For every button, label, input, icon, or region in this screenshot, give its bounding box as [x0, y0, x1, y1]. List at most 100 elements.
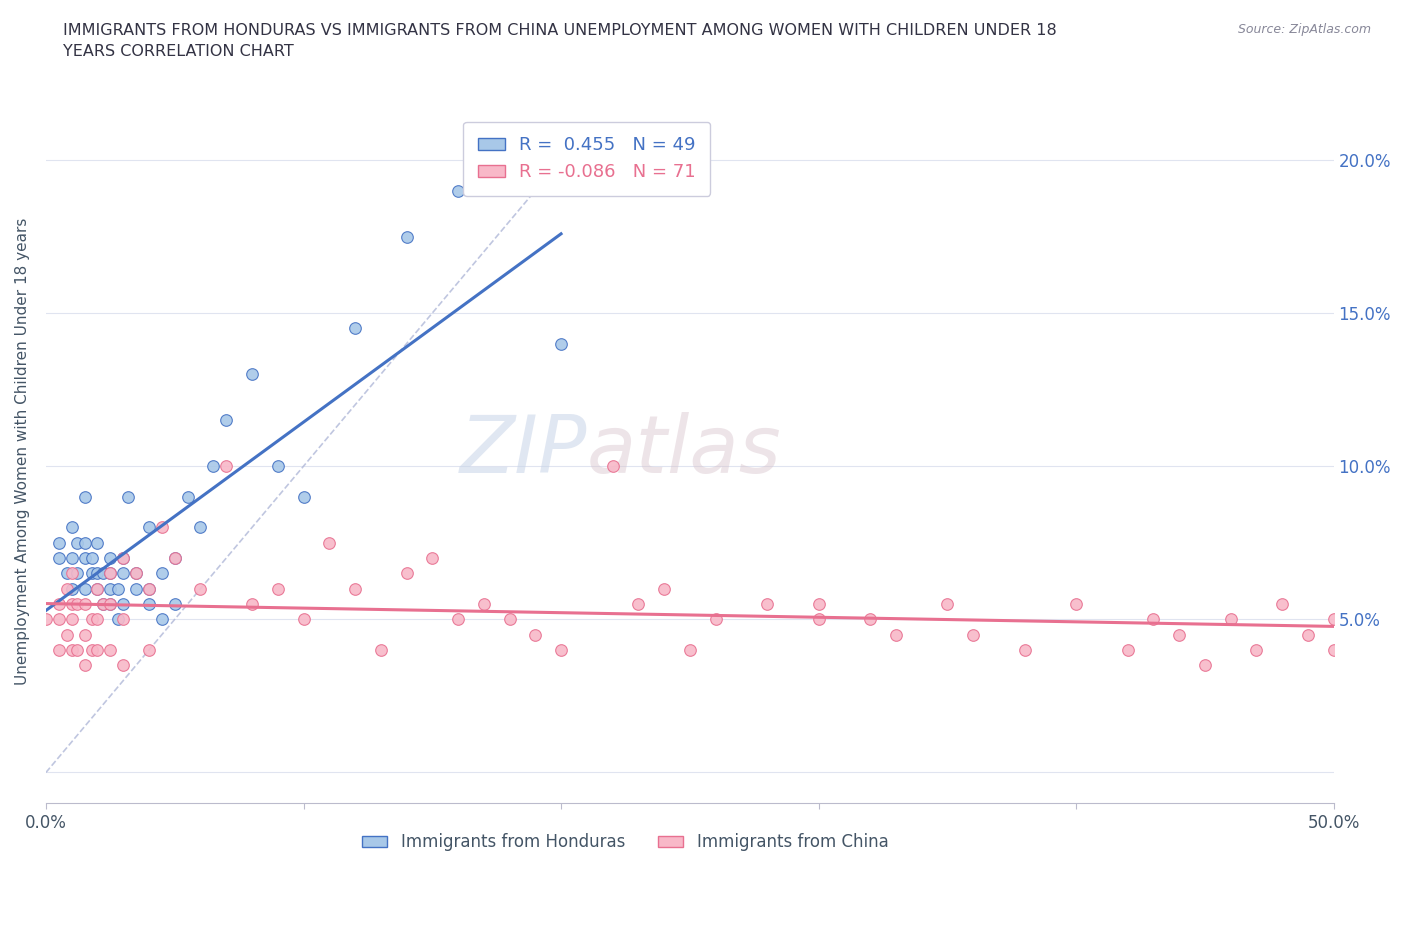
Point	[86, 536, 108, 551]
Point	[55, 581, 77, 596]
Point	[60, 551, 83, 565]
Point	[292, 489, 315, 504]
Point	[112, 551, 135, 565]
Point	[215, 413, 238, 428]
Point	[962, 627, 984, 642]
Point	[73, 551, 96, 565]
Point	[550, 643, 572, 658]
Point	[48, 643, 70, 658]
Point	[107, 612, 129, 627]
Point	[524, 627, 547, 642]
Point	[86, 643, 108, 658]
Point	[112, 658, 135, 672]
Point	[86, 581, 108, 596]
Point	[60, 612, 83, 627]
Text: ZIP: ZIP	[460, 412, 586, 490]
Text: atlas: atlas	[586, 412, 782, 490]
Point	[98, 643, 121, 658]
Point	[91, 596, 114, 611]
Point	[48, 612, 70, 627]
Point	[73, 627, 96, 642]
Point	[1064, 596, 1087, 611]
Point	[98, 566, 121, 581]
Point	[150, 520, 173, 535]
Point	[190, 520, 212, 535]
Point	[66, 643, 89, 658]
Point	[55, 566, 77, 581]
Point	[202, 458, 225, 473]
Point	[1014, 643, 1036, 658]
Point	[807, 612, 830, 627]
Point	[498, 612, 520, 627]
Text: Source: ZipAtlas.com: Source: ZipAtlas.com	[1237, 23, 1371, 36]
Point	[1246, 643, 1268, 658]
Point	[82, 612, 104, 627]
Point	[60, 566, 83, 581]
Point	[138, 643, 160, 658]
Point	[91, 596, 114, 611]
Point	[936, 596, 959, 611]
Point	[98, 581, 121, 596]
Point	[240, 596, 263, 611]
Point	[66, 596, 89, 611]
Point	[60, 520, 83, 535]
Point	[48, 596, 70, 611]
Point	[679, 643, 702, 658]
Point	[176, 489, 198, 504]
Point	[395, 229, 418, 244]
Point	[66, 566, 89, 581]
Point	[48, 536, 70, 551]
Point	[35, 612, 58, 627]
Point	[267, 458, 290, 473]
Point	[1296, 627, 1319, 642]
Point	[55, 627, 77, 642]
Point	[627, 596, 650, 611]
Point	[1271, 596, 1294, 611]
Point	[163, 551, 186, 565]
Point	[73, 596, 96, 611]
Point	[98, 596, 121, 611]
Point	[125, 566, 148, 581]
Point	[82, 566, 104, 581]
Point	[370, 643, 392, 658]
Point	[1323, 643, 1346, 658]
Point	[1323, 612, 1346, 627]
Point	[138, 581, 160, 596]
Point	[215, 458, 238, 473]
Point	[447, 612, 470, 627]
Point	[107, 581, 129, 596]
Point	[884, 627, 907, 642]
Point	[125, 566, 148, 581]
Point	[1142, 612, 1164, 627]
Point	[472, 596, 495, 611]
Point	[318, 536, 340, 551]
Point	[859, 612, 882, 627]
Point	[117, 489, 139, 504]
Point	[163, 551, 186, 565]
Point	[1116, 643, 1139, 658]
Point	[190, 581, 212, 596]
Point	[150, 566, 173, 581]
Point	[704, 612, 727, 627]
Point	[395, 566, 418, 581]
Point	[163, 596, 186, 611]
Point	[652, 581, 675, 596]
Y-axis label: Unemployment Among Women with Children Under 18 years: Unemployment Among Women with Children U…	[15, 218, 30, 684]
Point	[138, 596, 160, 611]
Point	[343, 321, 366, 336]
Point	[550, 337, 572, 352]
Point	[267, 581, 290, 596]
Point	[86, 612, 108, 627]
Point	[138, 520, 160, 535]
Point	[1168, 627, 1191, 642]
Point	[447, 183, 470, 198]
Point	[343, 581, 366, 596]
Point	[73, 658, 96, 672]
Point	[112, 551, 135, 565]
Point	[73, 536, 96, 551]
Legend: Immigrants from Honduras, Immigrants from China: Immigrants from Honduras, Immigrants fro…	[356, 827, 896, 858]
Point	[112, 612, 135, 627]
Point	[150, 612, 173, 627]
Point	[112, 596, 135, 611]
Point	[112, 566, 135, 581]
